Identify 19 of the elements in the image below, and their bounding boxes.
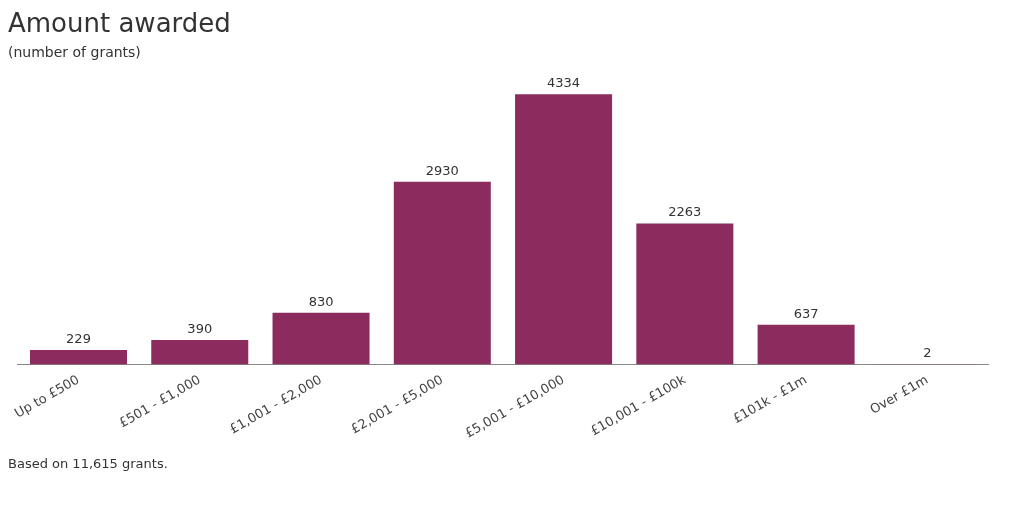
x-tick-label: Over £1m xyxy=(867,371,931,417)
bar xyxy=(272,312,370,365)
data-label: 2930 xyxy=(425,162,459,178)
bar xyxy=(29,350,128,365)
text: Based on 11,615 grants. xyxy=(8,456,169,471)
data-label: 390 xyxy=(187,320,213,336)
data-label: 830 xyxy=(308,293,334,309)
chart-subtitle: (number of grants) xyxy=(8,44,142,60)
chart-title: Amount awarded xyxy=(8,8,232,38)
data-label: 4334 xyxy=(547,75,581,91)
bar xyxy=(757,324,855,365)
bar xyxy=(393,181,491,365)
data-label: 2263 xyxy=(668,204,702,220)
bar xyxy=(636,223,734,365)
bar xyxy=(515,94,613,365)
data-label: 229 xyxy=(66,331,91,346)
bar xyxy=(151,340,249,365)
data-label: 637 xyxy=(793,305,819,321)
data-label: 2 xyxy=(923,345,932,361)
